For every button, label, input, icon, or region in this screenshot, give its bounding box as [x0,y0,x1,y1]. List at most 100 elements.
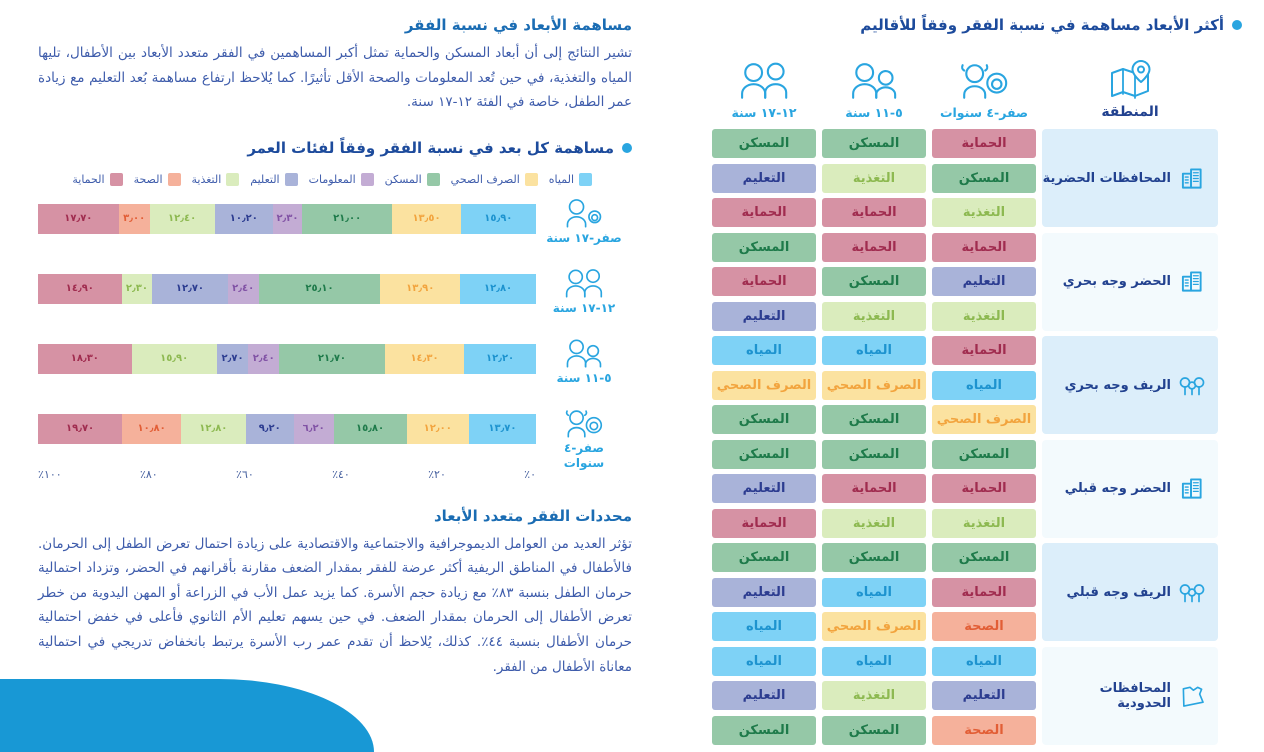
legend-label: التغذية [191,172,222,186]
kids-icon [851,63,897,100]
stacked-bar: ١٥٫٩٠ ١٣٫٥٠ ٢١٫٠٠ ٢٫٣٠ ١٠٫٢٠ ١٢٫٤٠ ٣٫٠٠ ١٧٫٧٠ [37,203,536,234]
kids-icon [566,339,602,368]
legend-item-information: المعلومات [308,172,374,186]
bar-segment-sanitation: ١٤٫٣٠ [384,343,465,374]
legend-label: المعلومات [308,172,356,186]
right-column: أكثر الأبعاد مساهمة في نسبة الفقر وفقاً … [712,0,1242,745]
bar-segment-nutrition: ٢٫٣٠ [121,273,153,304]
region-name: المحافظات الحضرية [1042,170,1171,186]
dimension-cell-water: المياه [932,646,1036,676]
girl-baby-icon [565,409,603,438]
bar-segment-nutrition: ١٢٫٤٠ [149,203,215,234]
dimension-cell-housing: المسكن [712,405,816,434]
dimension-cell-sanitation: الصرف الصحي [822,370,926,400]
table-title: أكثر الأبعاد مساهمة في نسبة الفقر وفقاً … [712,16,1242,34]
x-axis-tick: ٨٠٪ [139,467,158,481]
dimension-cell-protection: الحماية [932,129,1036,158]
bar-segment-nutrition: ١٥٫٩٠ [131,343,217,374]
bar-segment-education: ٢٫٧٠ [216,343,249,374]
dimension-cell-protection: الحماية [822,474,926,503]
dimension-cell-water: المياه [822,646,926,676]
bar-segment-information: ٦٫٢٠ [293,413,334,444]
stacked-bar: ١٣٫٧٠ ١٢٫٠٠ ١٥٫٨٠ ٦٫٢٠ ٩٫٢٠ ١٢٫٨٠ ١٠٫٨٠ ١٩٫٧٠ [37,413,536,444]
dimension-cell-sanitation: الصرف الصحي [712,370,816,400]
x-axis-tick: ٠٪ [524,467,536,481]
dimension-cell-education: التعليم [712,301,816,331]
x-axis-tick: ٤٠٪ [332,467,350,481]
dimension-cell-water: المياه [932,370,1036,400]
bar-segment-education: ١٢٫٧٠ [152,273,228,304]
boy-baby-icon [566,198,602,228]
legend-item-sanitation: الصرف الصحي [451,172,538,186]
legend-swatch-icon [360,172,374,186]
bar-segment-education: ٩٫٢٠ [245,413,294,444]
dimension-cell-nutrition: التغذية [932,508,1036,538]
buildings-icon [1181,167,1202,189]
legend-item-nutrition: التغذية [191,172,240,186]
bar-segment-health: ١٠٫٨٠ [122,413,182,444]
section-2-body: تؤثر العديد من العوامل الديموجرافية والا… [38,535,633,675]
bar-segment-protection: ١٧٫٧٠ [37,203,119,234]
bar-segment-information: ٢٫٤٠ [227,273,259,304]
buildings-icon [1181,478,1202,499]
bar-segment-sanitation: ١٣٫٥٠ [392,203,461,234]
legend-swatch-icon [109,172,123,186]
girl-baby-icon [960,64,1008,100]
bar-row: صفر-٤ سنوات ١٣٫٧٠ ١٢٫٠٠ ١٥٫٨٠ ٦٫٢٠ ٩٫٢٠ ١٢٫٨٠ ١… [37,406,632,476]
dimension-cell-water: المياه [712,646,816,676]
dimension-cell-education: التعليم [712,163,816,193]
stacked-bar: ١٢٫٢٠ ١٤٫٣٠ ٢١٫٧٠ ٢٫٤٠ ٢٫٧٠ ١٥٫٩٠ ١٨٫٣٠ [38,343,536,374]
column-header-age: ٥-١١ سنة [822,50,926,120]
legend-item-housing: المسكن [384,172,440,186]
trees-icon [1179,583,1205,602]
dimension-cell-water: المياه [712,336,816,365]
bar-segment-protection: ١٩٫٧٠ [37,413,123,444]
region-label: الحضر وجه قبلي [1042,439,1218,538]
column-header-label: المنطقة [1101,103,1159,120]
bar-row: صفر-١٧ سنة ١٥٫٩٠ ١٣٫٥٠ ٢١٫٠٠ ٢٫٣٠ ١٠٫٢٠ ١٢٫٤٠ ٣… [37,196,632,266]
region-name: الريف وجه بحري [1064,377,1171,393]
legend-label: المياه [548,172,574,186]
region-label: الحضر وجه بحري [1042,232,1218,331]
x-axis: ٠٪ ٢٠٪ ٤٠٪ ٦٠٪ ٨٠٪ ١٠٠٪ [38,468,632,481]
region-label: الريف وجه بحري [1042,336,1218,434]
regions-grid: المحافظات الحضرية الحماية المسكن المسكن المس… [712,129,1218,745]
dimension-cell-housing: المسكن [932,163,1036,193]
legend-label: المسكن [384,172,422,186]
bar-segment-water: ١٢٫٨٠ [460,273,536,304]
legend-item-education: التعليم [250,172,298,186]
table-title-text: أكثر الأبعاد مساهمة في نسبة الفقر وفقاً … [860,16,1224,34]
dimension-cell-housing: المسكن [932,543,1036,572]
map-pin-icon [1111,59,1151,99]
dimension-cell-education: التعليم [932,267,1036,296]
chart-title: مساهمة كل بعد في نسبة الفقر وفقاً لفئات … [38,139,632,157]
dimension-cell-sanitation: الصرف الصحي [822,612,926,641]
legend-swatch-icon [167,172,181,186]
section-2-heading: محددات الفقر متعدد الأبعاد [433,506,632,525]
dimension-cell-protection: الحماية [712,508,816,538]
bar-segment-protection: ١٨٫٣٠ [38,343,132,374]
column-header-age: ١٢-١٧ سنة [712,50,816,120]
column-header-age: صفر-٤ سنوات [932,50,1036,120]
dimension-cell-sanitation: الصرف الصحي [932,405,1036,434]
dimension-cell-water: المياه [822,577,926,607]
dimension-cell-water: المياه [712,612,816,641]
dimension-cell-nutrition: التغذية [822,301,926,331]
dimension-cell-protection: الحماية [822,232,926,262]
x-axis-tick: ٦٠٪ [236,467,254,481]
chart-title-text: مساهمة كل بعد في نسبة الفقر وفقاً لفئات … [247,138,614,157]
bar-group-meta: ٥-١١ سنة [536,336,632,406]
chart-legend: المياه الصرف الصحي المسكن المعلومات التعليم ا… [38,172,632,186]
dimension-cell-nutrition: التغذية [932,301,1036,331]
bar-segment-information: ٢٫٤٠ [248,343,280,374]
dimension-cell-housing: المسكن [822,543,926,572]
bar-segment-protection: ١٤٫٩٠ [38,273,122,304]
dimension-cell-housing: المسكن [822,267,926,296]
bar-segment-water: ١٢٫٢٠ [464,343,536,374]
dimension-cell-housing: المسكن [712,715,816,745]
bar-segment-nutrition: ١٢٫٨٠ [181,413,246,444]
dimension-cell-housing: المسكن [712,439,816,469]
stacked-bar: ١٢٫٨٠ ١٣٫٩٠ ٢٥٫١٠ ٢٫٤٠ ١٢٫٧٠ ٢٫٣٠ ١٤٫٩٠ [38,273,536,304]
legend-label: التعليم [250,172,280,186]
